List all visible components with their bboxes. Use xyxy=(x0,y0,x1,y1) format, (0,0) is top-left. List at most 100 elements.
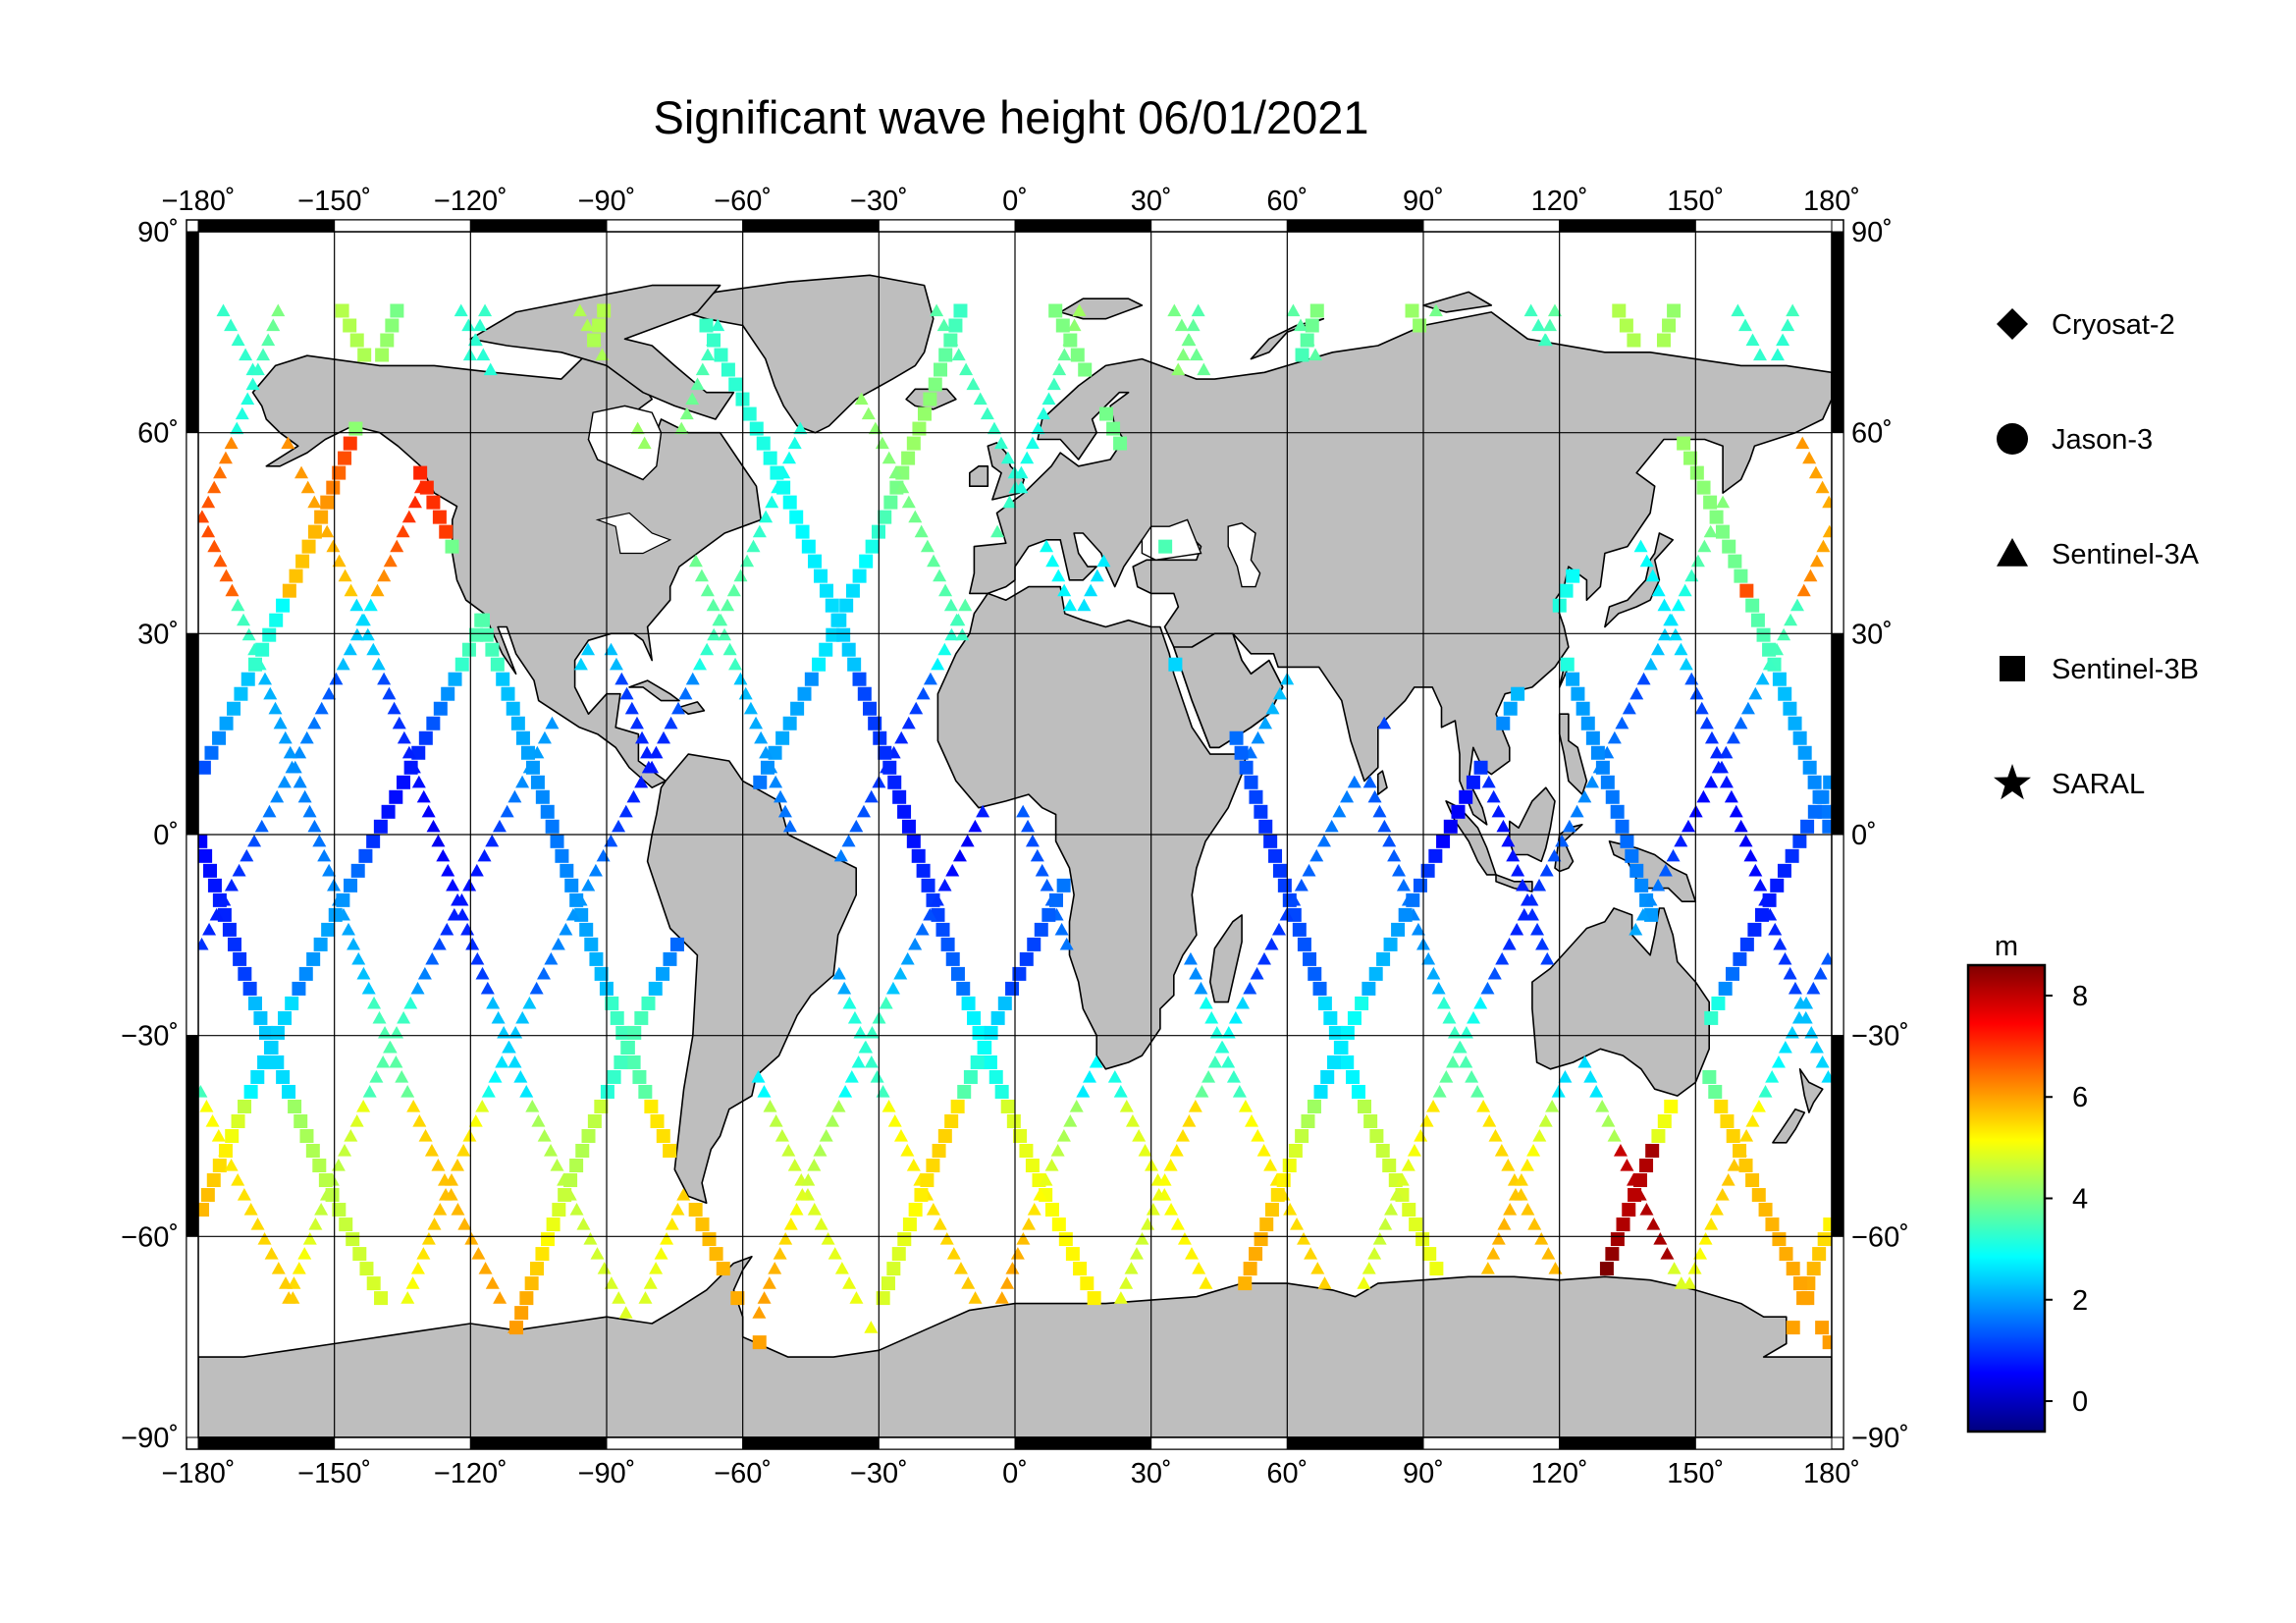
track-point xyxy=(375,349,389,362)
track-point xyxy=(1511,687,1524,701)
track-point xyxy=(198,849,212,863)
track-point xyxy=(1667,304,1681,318)
track-point xyxy=(1255,1232,1268,1246)
track-point xyxy=(426,717,440,730)
track-point xyxy=(1751,614,1765,627)
track-point xyxy=(344,879,357,893)
track-point xyxy=(933,1144,946,1158)
track-point xyxy=(1773,673,1787,686)
track-point xyxy=(717,1262,730,1275)
track-point xyxy=(912,849,926,863)
track-point xyxy=(374,1291,388,1305)
track-point xyxy=(775,731,789,745)
track-point xyxy=(1793,731,1807,745)
track-point xyxy=(351,864,365,878)
track-point xyxy=(826,599,839,613)
track-point xyxy=(1310,304,1324,318)
lon-tick-label: 30˚ xyxy=(1131,186,1172,217)
track-point xyxy=(525,1276,539,1290)
track-point xyxy=(1026,1159,1040,1172)
track-point xyxy=(1113,437,1127,451)
track-point xyxy=(213,1159,227,1172)
track-point xyxy=(1168,658,1182,672)
frame-segment-bottom xyxy=(607,1437,743,1449)
lat-tick-label: −90˚ xyxy=(1851,1423,1909,1454)
track-point xyxy=(197,761,211,775)
track-point xyxy=(802,540,816,554)
frame-segment-bottom xyxy=(198,1437,335,1449)
square-icon xyxy=(2000,656,2025,681)
track-point xyxy=(901,452,915,465)
track-point xyxy=(250,1070,264,1084)
track-point xyxy=(670,938,684,951)
track-point xyxy=(641,997,655,1010)
frame-segment-bottom xyxy=(1423,1437,1560,1449)
track-point xyxy=(367,1276,381,1290)
track-point xyxy=(1001,1100,1015,1113)
lon-tick-label: 150˚ xyxy=(1667,1458,1724,1489)
track-point xyxy=(1414,879,1427,893)
track-point xyxy=(433,511,447,524)
track-point xyxy=(321,923,335,937)
track-point xyxy=(551,835,564,848)
track-point xyxy=(290,569,303,583)
track-point xyxy=(918,407,932,421)
track-point xyxy=(929,378,942,392)
track-point xyxy=(1263,835,1277,848)
track-point xyxy=(1581,717,1595,730)
track-point xyxy=(699,319,713,333)
track-point xyxy=(1467,776,1480,789)
track-point xyxy=(1314,1085,1328,1099)
frame-segment-right xyxy=(1832,1236,1843,1437)
track-point xyxy=(1792,835,1806,848)
track-point xyxy=(812,658,826,672)
track-point xyxy=(397,776,410,789)
frame-segment-bottom xyxy=(743,1437,880,1449)
track-point xyxy=(1789,717,1802,730)
track-point xyxy=(956,982,970,996)
track-point xyxy=(820,584,833,598)
track-point xyxy=(1745,1173,1759,1187)
track-point xyxy=(926,1159,939,1172)
track-point xyxy=(1778,687,1791,701)
track-point xyxy=(1296,349,1309,362)
track-point xyxy=(1786,849,1799,863)
track-point xyxy=(1080,1276,1094,1290)
track-point xyxy=(657,1129,670,1143)
track-point xyxy=(1444,820,1458,834)
track-point xyxy=(881,1276,895,1290)
track-point xyxy=(1402,1203,1415,1217)
track-point xyxy=(439,525,453,539)
lon-tick-label: −180˚ xyxy=(162,1458,236,1489)
track-point xyxy=(1244,1262,1257,1275)
track-point xyxy=(1474,761,1488,775)
frame-segment-bottom xyxy=(1015,1437,1151,1449)
track-point xyxy=(1765,1217,1779,1231)
track-point xyxy=(283,584,296,598)
track-point xyxy=(1369,1129,1383,1143)
legend-label: Cryosat-2 xyxy=(2052,309,2175,341)
track-point xyxy=(831,614,845,627)
track-point xyxy=(614,1055,627,1069)
track-point xyxy=(1329,1026,1343,1040)
track-point xyxy=(558,1188,571,1202)
lat-ticks-left: 90˚60˚30˚0˚−30˚−60˚−90˚ xyxy=(121,217,179,1454)
track-point xyxy=(1504,702,1518,716)
track-point xyxy=(743,407,757,421)
track-point xyxy=(638,1085,652,1099)
frame-segment-top xyxy=(743,220,880,232)
lat-tick-label: 0˚ xyxy=(1851,820,1877,851)
track-point xyxy=(1763,893,1777,907)
track-point xyxy=(326,481,340,495)
track-point xyxy=(579,923,593,937)
lat-tick-label: 30˚ xyxy=(137,619,179,650)
track-point xyxy=(546,820,560,834)
track-point xyxy=(1720,1114,1734,1128)
lon-tick-label: 120˚ xyxy=(1531,1458,1588,1489)
track-point xyxy=(385,319,399,333)
track-point xyxy=(1800,1291,1814,1305)
track-point xyxy=(302,540,316,554)
track-point xyxy=(1677,437,1690,451)
track-point xyxy=(1249,1247,1262,1261)
track-point xyxy=(1384,938,1398,951)
